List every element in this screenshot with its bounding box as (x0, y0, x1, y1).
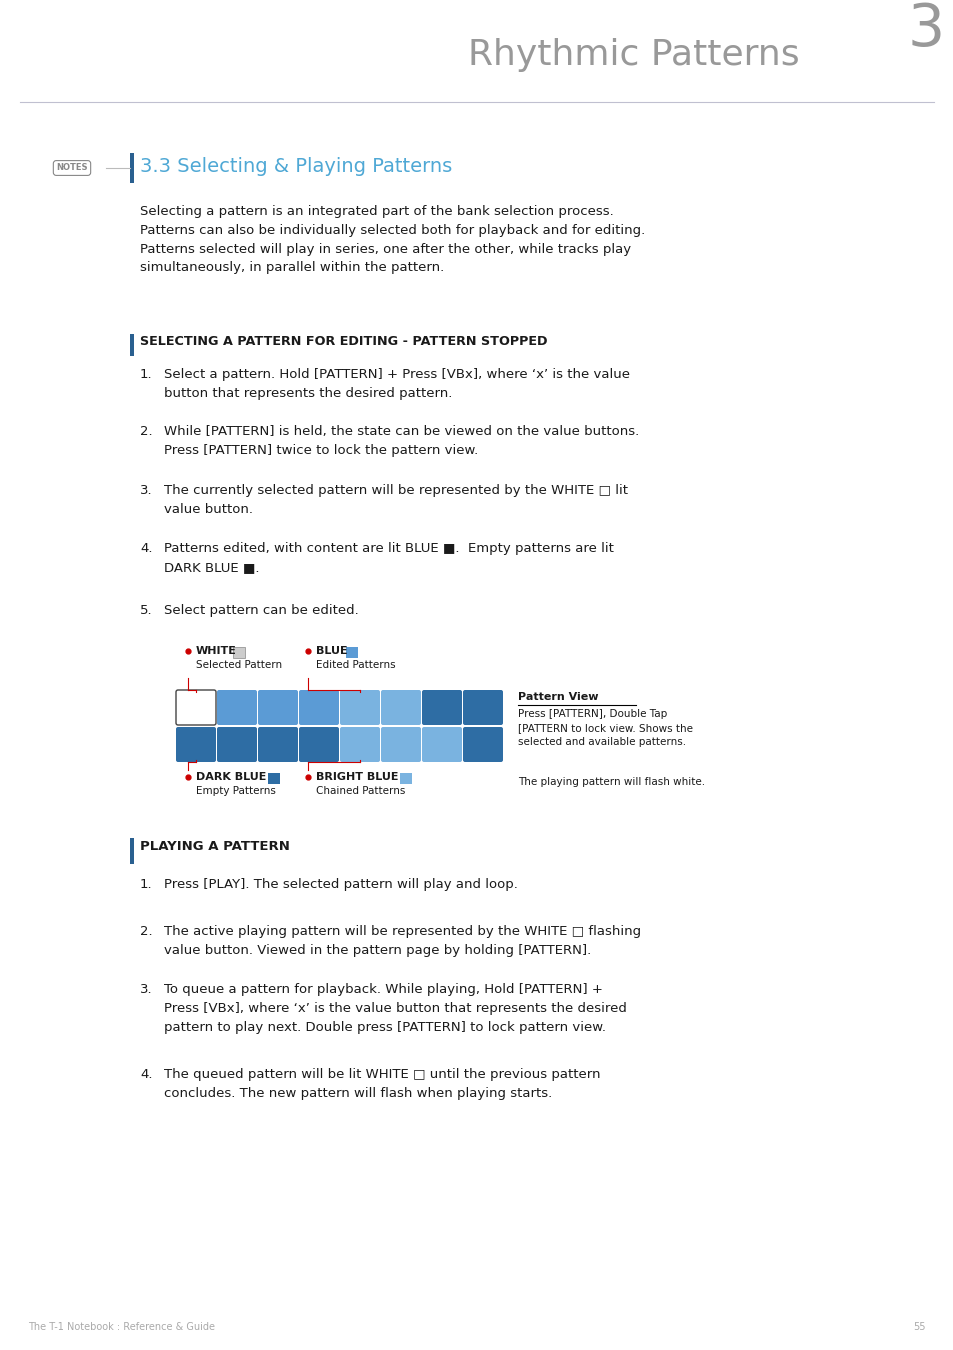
Text: The T-1 Notebook : Reference & Guide: The T-1 Notebook : Reference & Guide (28, 1322, 214, 1332)
FancyBboxPatch shape (421, 690, 461, 725)
Text: 1.: 1. (140, 369, 152, 381)
Text: Press [PATTERN], Double Tap
[PATTERN to lock view. Shows the
selected and availa: Press [PATTERN], Double Tap [PATTERN to … (517, 709, 692, 747)
FancyBboxPatch shape (339, 690, 379, 725)
Text: DARK BLUE: DARK BLUE (195, 772, 266, 782)
Bar (130, 838, 133, 864)
Text: Rhythmic Patterns: Rhythmic Patterns (468, 38, 800, 72)
Bar (268, 774, 280, 784)
Text: Chained Patterns: Chained Patterns (315, 786, 405, 796)
Text: Select a pattern. Hold [PATTERN] + Press [VBx], where ‘x’ is the value
button th: Select a pattern. Hold [PATTERN] + Press… (164, 369, 629, 400)
Text: 3.3 Selecting & Playing Patterns: 3.3 Selecting & Playing Patterns (140, 157, 452, 176)
FancyBboxPatch shape (298, 728, 338, 761)
Text: 5.: 5. (140, 603, 152, 617)
FancyBboxPatch shape (257, 690, 297, 725)
Text: Selecting a pattern is an integrated part of the bank selection process.
Pattern: Selecting a pattern is an integrated par… (140, 205, 644, 274)
FancyBboxPatch shape (257, 728, 297, 761)
Bar (399, 774, 412, 784)
Text: Patterns edited, with content are lit BLUE ■.  Empty patterns are lit
DARK BLUE : Patterns edited, with content are lit BL… (164, 541, 613, 574)
FancyBboxPatch shape (380, 728, 420, 761)
Bar (233, 647, 245, 657)
Text: 1.: 1. (140, 878, 152, 891)
Bar (346, 647, 357, 657)
Text: While [PATTERN] is held, the state can be viewed on the value buttons.
Press [PA: While [PATTERN] is held, the state can b… (164, 425, 639, 456)
Text: Pattern View: Pattern View (517, 693, 598, 702)
FancyBboxPatch shape (462, 728, 502, 761)
Text: To queue a pattern for playback. While playing, Hold [PATTERN] +
Press [VBx], wh: To queue a pattern for playback. While p… (164, 983, 626, 1034)
Text: The active playing pattern will be represented by the WHITE □ flashing
value but: The active playing pattern will be repre… (164, 925, 640, 957)
Text: The playing pattern will flash white.: The playing pattern will flash white. (517, 778, 704, 787)
Text: 55: 55 (913, 1322, 925, 1332)
Text: BLUE: BLUE (315, 647, 347, 656)
Bar (130, 153, 133, 184)
FancyBboxPatch shape (175, 728, 215, 761)
Text: Empty Patterns: Empty Patterns (195, 786, 275, 796)
Bar (130, 333, 133, 356)
Text: 3.: 3. (140, 983, 152, 996)
Text: 3.: 3. (140, 485, 152, 497)
Text: The currently selected pattern will be represented by the WHITE □ lit
value butt: The currently selected pattern will be r… (164, 485, 627, 516)
Text: Press [PLAY]. The selected pattern will play and loop.: Press [PLAY]. The selected pattern will … (164, 878, 517, 891)
FancyBboxPatch shape (216, 690, 256, 725)
FancyBboxPatch shape (216, 728, 256, 761)
FancyBboxPatch shape (298, 690, 338, 725)
Text: Selected Pattern: Selected Pattern (195, 660, 282, 670)
Text: Edited Patterns: Edited Patterns (315, 660, 395, 670)
Text: 2.: 2. (140, 925, 152, 938)
FancyBboxPatch shape (421, 728, 461, 761)
FancyBboxPatch shape (339, 728, 379, 761)
Text: 3: 3 (907, 1, 944, 58)
Text: 2.: 2. (140, 425, 152, 437)
Text: SELECTING A PATTERN FOR EDITING - PATTERN STOPPED: SELECTING A PATTERN FOR EDITING - PATTER… (140, 335, 547, 348)
FancyBboxPatch shape (462, 690, 502, 725)
Text: BRIGHT BLUE: BRIGHT BLUE (315, 772, 398, 782)
FancyBboxPatch shape (380, 690, 420, 725)
Text: PLAYING A PATTERN: PLAYING A PATTERN (140, 840, 290, 853)
Text: 4.: 4. (140, 1068, 152, 1081)
FancyBboxPatch shape (175, 690, 215, 725)
Text: NOTES: NOTES (56, 163, 88, 173)
Text: Select pattern can be edited.: Select pattern can be edited. (164, 603, 358, 617)
Text: The queued pattern will be lit WHITE □ until the previous pattern
concludes. The: The queued pattern will be lit WHITE □ u… (164, 1068, 599, 1100)
Text: 4.: 4. (140, 541, 152, 555)
Text: WHITE: WHITE (195, 647, 236, 656)
